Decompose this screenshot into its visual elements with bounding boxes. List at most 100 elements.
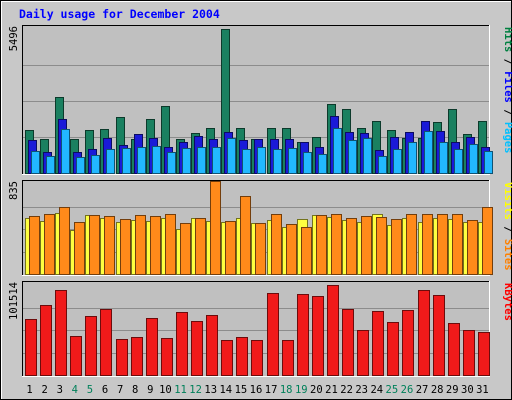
legend-sites: Sites [502, 239, 512, 271]
x-tick-label-day-19: 19 [295, 384, 308, 396]
bar-pages-day-19 [303, 152, 312, 174]
bar-pages-day-28 [439, 142, 448, 174]
x-tick-label-day-2: 2 [41, 384, 47, 396]
bar-pages-day-8 [137, 147, 146, 174]
bar-kbytes-day-4 [70, 336, 82, 376]
y-max-label: 5496 [8, 26, 20, 51]
bar-pages-day-9 [152, 146, 161, 174]
legend-pages: Pages [502, 122, 512, 154]
bar-pages-day-14 [227, 138, 236, 174]
bar-sites-day-6 [104, 216, 115, 275]
x-tick-label-day-20: 20 [310, 384, 323, 396]
x-tick-label-day-13: 13 [204, 384, 217, 396]
legend-separator: / [502, 52, 512, 71]
bar-sites-day-26 [406, 214, 417, 275]
bar-sites-day-1 [29, 216, 40, 275]
x-tick-label-day-5: 5 [87, 384, 93, 396]
bar-sites-day-23 [361, 216, 372, 275]
bar-sites-day-19 [301, 227, 312, 275]
bar-kbytes-day-15 [236, 337, 248, 376]
bar-pages-day-29 [454, 149, 463, 174]
legend-files: Files [502, 71, 512, 103]
bar-pages-day-31 [484, 151, 493, 174]
bar-sites-day-14 [225, 221, 236, 275]
bar-sites-day-17 [271, 214, 282, 275]
x-tick-label-day-24: 24 [370, 384, 383, 396]
bar-sites-day-5 [89, 215, 100, 275]
bar-kbytes-day-14 [221, 340, 233, 376]
bar-sites-day-8 [135, 215, 146, 275]
bar-sites-day-28 [437, 214, 448, 275]
x-axis-labels: 1 2 3 4 5 6 7 8 9 10 11 12 13 14 15 16 17 18 19 20 21 22 23 24 2… [26, 384, 488, 396]
bar-sites-day-7 [120, 219, 131, 275]
x-tick-label-day-25: 25 [386, 384, 399, 396]
bar-sites-day-11 [180, 223, 191, 275]
bar-kbytes-day-17 [267, 293, 279, 376]
bar-pages-day-20 [318, 154, 327, 174]
bar-pages-day-11 [182, 148, 191, 174]
panel-3: 101514 KBytes [8, 281, 512, 377]
x-tick-label-day-23: 23 [355, 384, 368, 396]
x-tick-label-day-22: 22 [340, 384, 353, 396]
bar-kbytes-day-31 [478, 332, 490, 376]
y-max-label: 835 [8, 181, 20, 200]
bar-pages-day-4 [76, 157, 85, 174]
bar-kbytes-day-23 [357, 330, 369, 376]
bar-kbytes-day-9 [146, 318, 158, 376]
bar-pages-day-5 [91, 155, 100, 174]
bar-kbytes-day-2 [40, 305, 52, 376]
bar-pages-day-6 [106, 149, 115, 174]
x-tick-label-day-16: 16 [250, 384, 263, 396]
bar-sites-day-21 [331, 214, 342, 275]
legend-hits: Hits [502, 27, 512, 52]
y-max-label: 101514 [8, 282, 20, 320]
panels-layer: 5496 Hits / Files / Pages 835 Visits / Site… [8, 25, 512, 377]
x-tick-label-day-15: 15 [235, 384, 248, 396]
x-tick-label-day-1: 1 [26, 384, 32, 396]
legend-labels: Visits / Sites [502, 182, 512, 271]
bar-pages-day-2 [46, 156, 55, 174]
panel-1: 5496 Hits / Files / Pages [8, 25, 512, 175]
bar-pages-day-7 [122, 148, 131, 174]
legend-labels: KBytes [502, 283, 512, 321]
bar-kbytes-day-6 [100, 309, 112, 376]
x-tick-label-day-4: 4 [72, 384, 78, 396]
bar-kbytes-day-25 [387, 322, 399, 376]
x-tick-label-day-14: 14 [219, 384, 232, 396]
panel-2: 835 Visits / Sites [8, 180, 512, 276]
bar-kbytes-day-7 [116, 339, 128, 376]
legend-kbytes: KBytes [502, 283, 512, 321]
bar-kbytes-day-10 [161, 338, 173, 376]
bar-pages-day-27 [424, 131, 433, 174]
bar-kbytes-day-20 [312, 296, 324, 376]
bar-pages-day-23 [363, 138, 372, 174]
bar-kbytes-day-30 [463, 330, 475, 376]
bar-kbytes-day-21 [327, 285, 339, 376]
x-tick-label-day-12: 12 [189, 384, 202, 396]
bar-kbytes-day-8 [131, 337, 143, 376]
bar-sites-day-4 [74, 222, 85, 275]
bar-kbytes-day-28 [433, 295, 445, 376]
x-tick-label-day-6: 6 [102, 384, 108, 396]
chart-title: Daily usage for December 2004 [19, 7, 220, 21]
bar-sites-day-12 [195, 218, 206, 275]
x-tick-label-day-26: 26 [401, 384, 414, 396]
x-tick-label-day-10: 10 [159, 384, 172, 396]
bar-kbytes-day-18 [282, 340, 294, 376]
bar-sites-day-10 [165, 214, 176, 275]
bar-kbytes-day-26 [402, 310, 414, 376]
x-tick-label-day-11: 11 [174, 384, 187, 396]
bar-pages-day-16 [257, 147, 266, 174]
bar-sites-day-2 [44, 214, 55, 275]
bar-sites-day-29 [452, 214, 463, 275]
bar-sites-day-20 [316, 215, 327, 275]
bar-pages-day-12 [197, 147, 206, 174]
bar-sites-day-13 [210, 181, 221, 275]
bar-sites-day-9 [150, 216, 161, 275]
bar-kbytes-day-5 [85, 316, 97, 376]
bar-kbytes-day-24 [372, 311, 384, 376]
x-tick-label-day-3: 3 [57, 384, 63, 396]
x-tick-label-day-27: 27 [416, 384, 429, 396]
bar-sites-day-31 [482, 207, 493, 275]
